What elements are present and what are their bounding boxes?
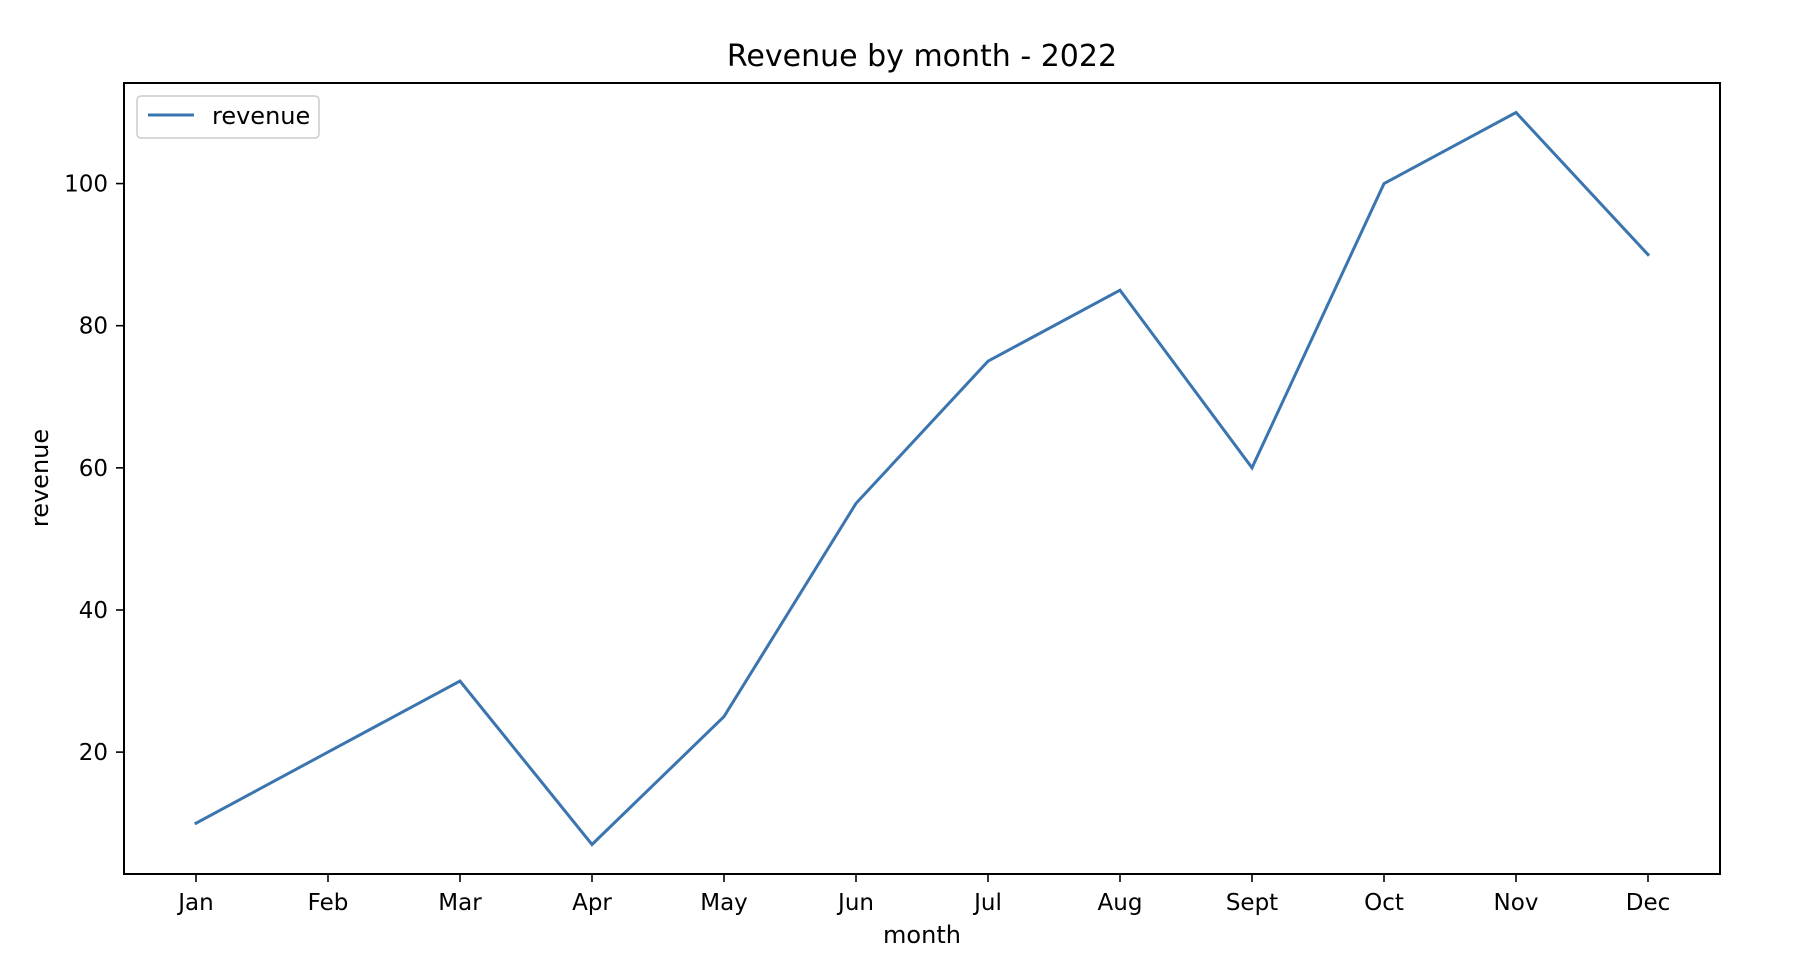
y-tick-label: 60 <box>79 456 108 482</box>
x-tick-label: Aug <box>1098 890 1143 916</box>
x-tick-label: Jun <box>836 890 874 916</box>
x-axis-label: month <box>883 921 961 949</box>
y-tick-label: 20 <box>79 740 108 766</box>
x-tick-label: May <box>700 890 748 916</box>
y-tick-label: 100 <box>64 172 108 198</box>
y-axis-label: revenue <box>26 429 54 527</box>
y-tick-label: 40 <box>79 598 108 624</box>
y-tick-label: 80 <box>79 314 108 340</box>
x-tick-label: Apr <box>572 890 612 916</box>
legend-label: revenue <box>212 102 310 130</box>
x-axis-ticks: Jan Feb Mar Apr May Jun Jul Aug Sept Oct Nov Dec <box>176 874 1670 916</box>
x-tick-label: Nov <box>1494 890 1539 916</box>
y-axis-ticks: 20 40 60 80 100 <box>64 172 124 766</box>
x-tick-label: Jan <box>176 890 213 916</box>
series-line-revenue <box>193 110 1651 847</box>
plot-frame <box>123 82 1721 875</box>
x-tick-label: Oct <box>1364 890 1404 916</box>
x-tick-label: Mar <box>438 890 482 916</box>
x-tick-label: Dec <box>1626 890 1671 916</box>
series-layer <box>193 110 1651 847</box>
chart-title: Revenue by month - 2022 <box>727 39 1117 74</box>
legend-box <box>136 95 320 139</box>
x-tick-label: Sept <box>1226 890 1278 916</box>
x-tick-label: Jul <box>972 890 1002 916</box>
legend: revenue <box>136 95 320 139</box>
x-tick-label: Feb <box>308 890 349 916</box>
plot-area: Jan Feb Mar Apr May Jun Jul Aug Sept Oct Nov Dec 20… <box>64 82 1721 916</box>
